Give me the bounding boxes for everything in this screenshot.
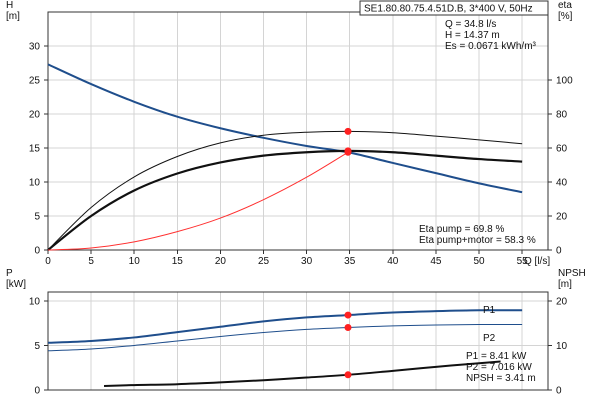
duty-point-marker [344,147,352,155]
x-tick-label: 5 [88,256,94,267]
y-right-tick-label: 20 [556,296,568,307]
title-box [359,0,549,16]
y-left-axis-label: [kW] [6,279,26,290]
duty-point-marker [344,323,352,331]
power-info: P1 = 8.41 kW [466,351,527,362]
plot-frame [47,291,549,391]
y-left-axis-label: H [6,0,13,11]
duty-point-info: Es = 0.0671 kWh/m³ [445,41,537,52]
x-tick-label: 10 [129,256,141,267]
x-tick-label: 40 [387,256,399,267]
y-left-tick-label: 20 [29,110,41,121]
x-tick-label: 55 [517,256,529,267]
npsh-curve [104,360,501,387]
y-left-axis-label: [m] [6,11,20,22]
efficiency-info: Eta pump+motor = 58.3 % [419,235,536,246]
x-tick-label: 0 [45,256,51,267]
y-right-tick-label: 60 [556,144,568,155]
eta_pump-curve [47,130,523,251]
x-axis-label: Q [l/s] [524,256,550,267]
duty-point-info: Q = 34.8 l/s [445,19,496,30]
head-curve [47,63,523,194]
y-right-axis-label: [%] [558,11,573,22]
x-tick-label: 50 [473,256,485,267]
y-right-axis-label: eta [558,0,572,11]
y-right-axis-label: NPSH [558,268,586,279]
y-left-tick-label: 30 [29,42,41,53]
y-left-tick-label: 0 [34,246,40,257]
x-tick-label: 15 [172,256,184,267]
power-npsh-chart: 0 5 10 0 10 20 P[kW] NPSH[m] P1 P2 P1 = 8.41 kWP2 … [6,268,586,397]
y-left-tick-label: 5 [34,212,40,223]
p2-curve [47,323,523,352]
y-right-tick-label: 20 [556,212,568,223]
p1-curve [47,309,523,344]
x-tick-label: 25 [258,256,270,267]
y-right-tick-label: 0 [556,246,562,257]
system-curve [47,151,349,251]
y-left-tick-label: 5 [34,341,40,352]
y-right-axis-label: [m] [558,279,572,290]
y-right-tick-label: 0 [556,386,562,397]
y-left-tick-label: 25 [29,76,41,87]
series-label-p2: P2 [483,333,496,344]
y-left-tick-label: 15 [29,144,41,155]
y-right-tick-label: 80 [556,110,568,121]
y-right-tick-label: 40 [556,178,568,189]
series-label-p1: P1 [483,305,496,316]
y-left-tick-label: 10 [29,178,41,189]
head-efficiency-chart: 0 5 10 15 20 25 30 35 40 45 50 55 0 5 10 15 20 25 30 0 20 40 6… [6,0,573,267]
duty-point-info: H = 14.37 m [445,30,500,41]
duty-point-marker [344,371,352,379]
y-left-tick-label: 10 [29,296,41,307]
eta_total-curve [47,149,523,251]
y-left-tick-label: 0 [34,386,40,397]
x-tick-label: 45 [430,256,442,267]
power-info: NPSH = 3.41 m [466,373,536,384]
x-tick-label: 30 [301,256,313,267]
y-left-axis-label: P [6,268,13,279]
plot-frame [47,11,549,251]
power-info: P2 = 7.016 kW [466,362,532,373]
y-right-tick-label: 100 [556,76,573,87]
efficiency-info: Eta pump = 69.8 % [419,224,504,235]
x-tick-label: 35 [344,256,356,267]
y-right-tick-label: 10 [556,341,568,352]
chart-title: SE1.80.80.75.4.51D.B, 3*400 V, 50Hz [364,4,533,15]
duty-point-marker [344,127,352,135]
x-tick-label: 20 [215,256,227,267]
duty-point-marker [344,311,352,319]
